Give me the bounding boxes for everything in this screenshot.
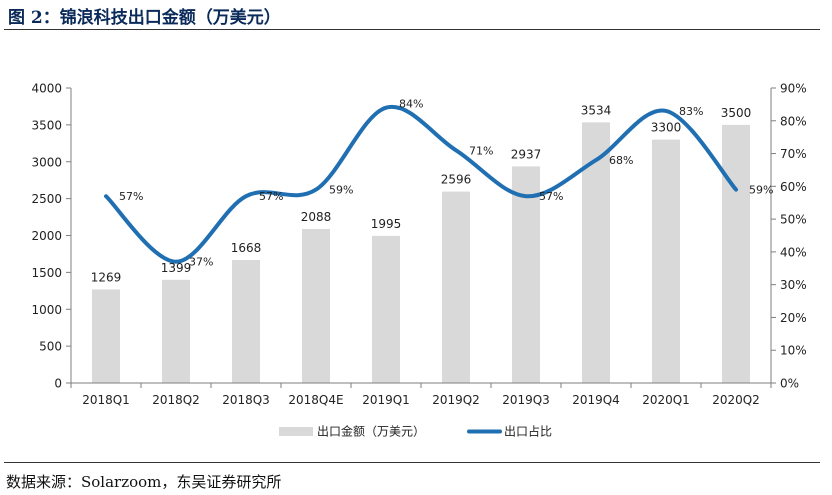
x-tick-label: 2018Q4E (288, 393, 343, 407)
x-tick-label: 2019Q1 (362, 393, 410, 407)
x-tick-label: 2019Q3 (502, 393, 550, 407)
right-tick-label: 10% (780, 344, 807, 358)
bar (652, 139, 680, 383)
bar-value-label: 2088 (301, 210, 332, 224)
bar (232, 259, 260, 383)
bar-value-label: 3300 (651, 121, 682, 135)
x-tick-label: 2018Q2 (152, 393, 200, 407)
left-tick-label: 3000 (31, 155, 62, 169)
legend-swatch-bar (279, 427, 313, 436)
right-tick-label: 20% (780, 311, 807, 325)
right-tick-label: 30% (780, 278, 807, 292)
line-value-label: 71% (469, 144, 493, 157)
x-axis: 2018Q1 2018Q2 2018Q3 2018Q4E 2019Q1 2019Q2 201… (70, 382, 772, 407)
bar-series (92, 122, 750, 384)
bar-value-label: 1668 (231, 241, 262, 255)
left-tick-label: 1500 (31, 266, 62, 280)
line-value-label: 59% (329, 184, 353, 197)
bar (162, 279, 190, 383)
line-path (104, 104, 738, 264)
line-value-label: 57% (259, 190, 283, 203)
right-tick-label: 50% (780, 213, 807, 227)
left-tick-label: 2000 (31, 229, 62, 243)
line-series (104, 104, 738, 264)
legend: 出口金额（万美元） 出口占比 (279, 424, 552, 439)
bar (442, 191, 470, 383)
right-tick-label: 0% (780, 377, 799, 391)
left-tick-label: 2500 (31, 192, 62, 206)
bar (722, 124, 750, 383)
bar (372, 235, 400, 383)
right-axis: 0% 10% 20% 30% 40% 50% 60% 70% 80% 90% (770, 82, 807, 391)
line-value-label: 37% (189, 256, 213, 269)
bar (512, 166, 540, 383)
bar-value-label: 2937 (511, 147, 542, 161)
title-rule (4, 29, 820, 30)
right-tick-label: 40% (780, 245, 807, 259)
bar-value-label: 1399 (161, 261, 192, 275)
legend-label-line: 出口占比 (504, 424, 552, 439)
bar-value-labels: 1269 1399 1668 2088 1995 2596 2937 3534 3300 3500 (91, 103, 752, 284)
x-tick-label: 2018Q1 (82, 393, 130, 407)
right-tick-label: 70% (780, 147, 807, 161)
left-tick-label: 4000 (31, 82, 62, 96)
left-axis: 0 500 1000 1500 2000 2500 3000 3500 4000 (31, 82, 72, 391)
bar-value-label: 3500 (721, 106, 752, 120)
bar (302, 229, 330, 383)
bar (92, 289, 120, 383)
line-value-label: 68% (609, 154, 633, 167)
right-tick-label: 60% (780, 180, 807, 194)
line-value-label: 84% (399, 98, 423, 111)
line-value-labels: 57% 37% 57% 59% 84% 71% 57% 68% 83% 59% (119, 98, 773, 269)
left-tick-label: 3500 (31, 118, 62, 132)
line-value-label: 83% (679, 105, 703, 118)
bar-value-label: 1995 (371, 217, 402, 231)
x-tick-label: 2018Q3 (222, 393, 270, 407)
figure-title: 图 2：锦浪科技出口金额（万美元） (8, 8, 281, 28)
left-tick-label: 500 (39, 340, 62, 354)
source-note: 数据来源：Solarzoom，东吴证券研究所 (6, 473, 282, 491)
right-tick-label: 80% (780, 114, 807, 128)
source-rule (4, 462, 820, 463)
legend-label-bar: 出口金额（万美元） (317, 424, 425, 439)
x-tick-label: 2019Q2 (432, 393, 480, 407)
left-tick-label: 0 (54, 377, 62, 391)
x-tick-label: 2020Q2 (712, 393, 760, 407)
right-tick-label: 90% (780, 82, 807, 96)
bar-value-label: 1269 (91, 270, 122, 284)
line-value-label: 57% (539, 190, 563, 203)
bar-value-label: 3534 (581, 103, 612, 117)
x-tick-label: 2019Q4 (572, 393, 620, 407)
line-value-label: 57% (119, 190, 143, 203)
x-tick-label: 2020Q1 (642, 393, 690, 407)
bar-value-label: 2596 (441, 173, 472, 187)
line-value-label: 59% (749, 184, 773, 197)
left-tick-label: 1000 (31, 303, 62, 317)
